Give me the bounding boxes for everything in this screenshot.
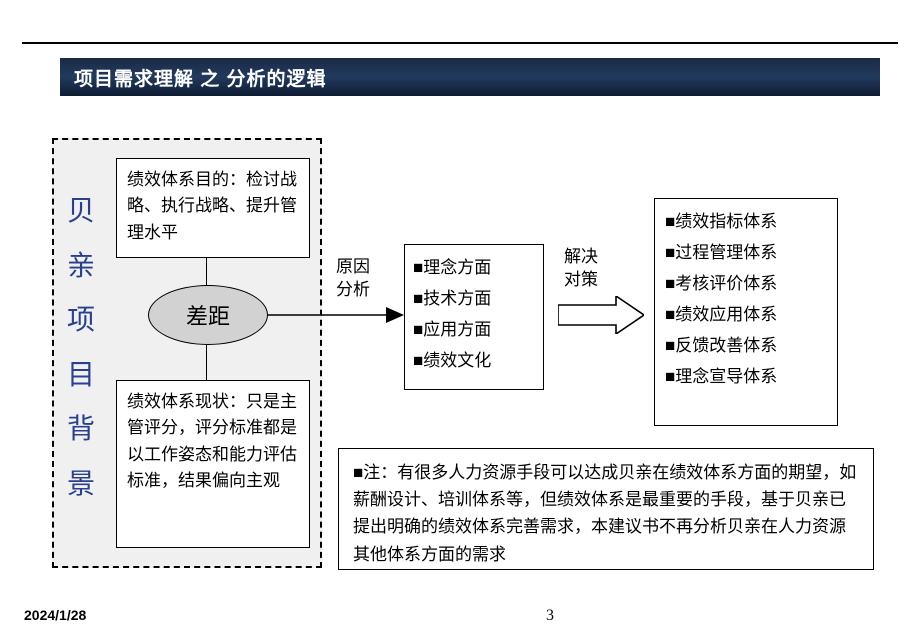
arrow2-l2: 对策 — [564, 269, 598, 292]
vert-char: 贝 — [66, 185, 96, 240]
vertical-label-beiqin: 贝 亲 项 目 背 景 — [66, 185, 96, 513]
note-text: 注：有很多人力资源手段可以达成贝亲在绩效体系方面的期望，如薪酬设计、培训体系等，… — [353, 463, 856, 564]
aspects-box: ■理念方面 ■技术方面 ■应用方面 ■绩效文化 — [404, 244, 544, 390]
list-item: ■应用方面 — [413, 315, 535, 340]
footer-page-number: 3 — [546, 607, 554, 625]
vert-char: 项 — [66, 294, 96, 349]
diagram-canvas: 贝 亲 项 目 背 景 绩效体系目的：检讨战略、执行战略、提升管理水平 差距 绩… — [0, 0, 920, 637]
vert-char: 目 — [66, 349, 96, 404]
objective-text: 绩效体系目的：检讨战略、执行战略、提升管理水平 — [127, 170, 297, 242]
list-item: ■理念宣导体系 — [665, 362, 827, 387]
arrow2-label: 解决 对策 — [564, 246, 598, 292]
list-item: ■过程管理体系 — [665, 238, 827, 263]
list-item: ■理念方面 — [413, 253, 535, 278]
gap-ellipse: 差距 — [148, 285, 268, 345]
connector-top — [206, 258, 207, 285]
list-item: ■绩效指标体系 — [665, 207, 827, 232]
vert-char: 亲 — [66, 240, 96, 295]
list-item: ■技术方面 — [413, 284, 535, 309]
solutions-box: ■绩效指标体系 ■过程管理体系 ■考核评价体系 ■绩效应用体系 ■反馈改善体系 … — [654, 198, 838, 426]
list-item: ■绩效文化 — [413, 346, 535, 371]
arrow1-l1: 原因 — [336, 256, 370, 279]
vert-char: 背 — [66, 403, 96, 458]
arrow-cause-analysis — [268, 302, 404, 328]
vert-char: 景 — [66, 458, 96, 513]
arrow2-l1: 解决 — [564, 246, 598, 269]
note-box: ■注：有很多人力资源手段可以达成贝亲在绩效体系方面的期望，如薪酬设计、培训体系等… — [338, 448, 874, 570]
gap-label: 差距 — [186, 299, 230, 331]
connector-bottom — [206, 345, 207, 380]
list-item: ■绩效应用体系 — [665, 300, 827, 325]
objective-box: 绩效体系目的：检讨战略、执行战略、提升管理水平 — [116, 158, 310, 258]
list-item: ■考核评价体系 — [665, 269, 827, 294]
currentstate-box: 绩效体系现状：只是主管评分，评分标准都是以工作姿态和能力评估标准，结果偏向主观 — [116, 380, 310, 548]
arrow1-label: 原因 分析 — [336, 256, 370, 302]
list-item: ■反馈改善体系 — [665, 331, 827, 356]
arrow1-l2: 分析 — [336, 279, 370, 302]
arrow-solutions — [558, 296, 644, 334]
footer-date: 2024/1/28 — [24, 607, 86, 623]
currentstate-text: 绩效体系现状：只是主管评分，评分标准都是以工作姿态和能力评估标准，结果偏向主观 — [127, 392, 297, 490]
